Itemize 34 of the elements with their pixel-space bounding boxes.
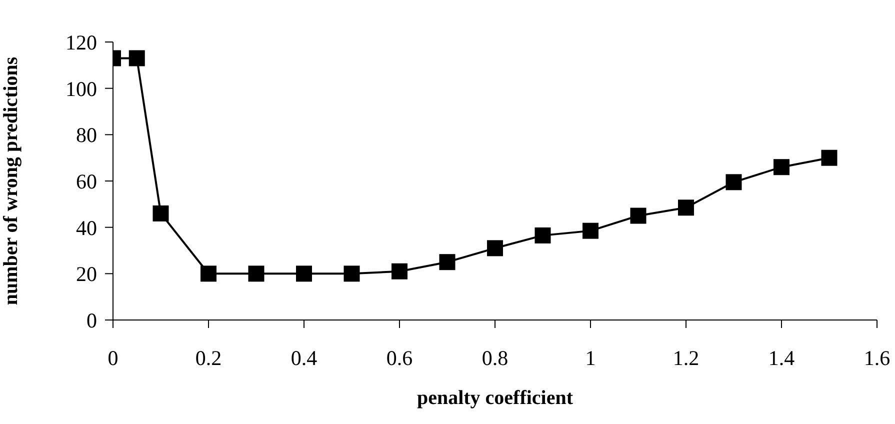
x-tick-label: 0.6 — [386, 346, 413, 370]
x-tick-label: 1 — [585, 346, 596, 370]
y-tick-label: 40 — [76, 216, 97, 240]
y-tick-label: 100 — [66, 76, 97, 101]
point — [296, 266, 312, 282]
x-tick-label: 0.4 — [290, 346, 318, 370]
y-tick-label: 0 — [86, 308, 97, 332]
x-tick-label: 1.4 — [768, 346, 796, 370]
point — [200, 266, 216, 282]
point — [726, 174, 742, 190]
point — [248, 266, 264, 282]
x-tick-label: 1.2 — [672, 346, 700, 370]
x-tick-label: 0 — [108, 346, 118, 370]
point — [821, 150, 838, 166]
point — [392, 263, 408, 280]
point — [582, 222, 598, 239]
point — [630, 208, 646, 224]
point — [152, 205, 169, 222]
point — [678, 200, 694, 216]
x-tick-label: 1.6 — [864, 346, 890, 370]
y-tick-label: 20 — [76, 262, 97, 286]
point — [487, 240, 503, 256]
x-tick-label: 0.2 — [195, 346, 222, 370]
y-tick-label: 120 — [66, 30, 97, 54]
y-tick-label: 60 — [76, 169, 97, 194]
point — [774, 159, 790, 176]
y-tick-label: 80 — [76, 123, 97, 148]
point — [128, 50, 145, 66]
x-tick-label: 0.8 — [482, 346, 508, 370]
y-axis-title: number of wrong predictions — [0, 56, 22, 306]
point — [439, 254, 456, 270]
point — [344, 266, 360, 282]
x-axis-title: penalty coefficient — [416, 387, 574, 409]
point — [534, 227, 551, 244]
